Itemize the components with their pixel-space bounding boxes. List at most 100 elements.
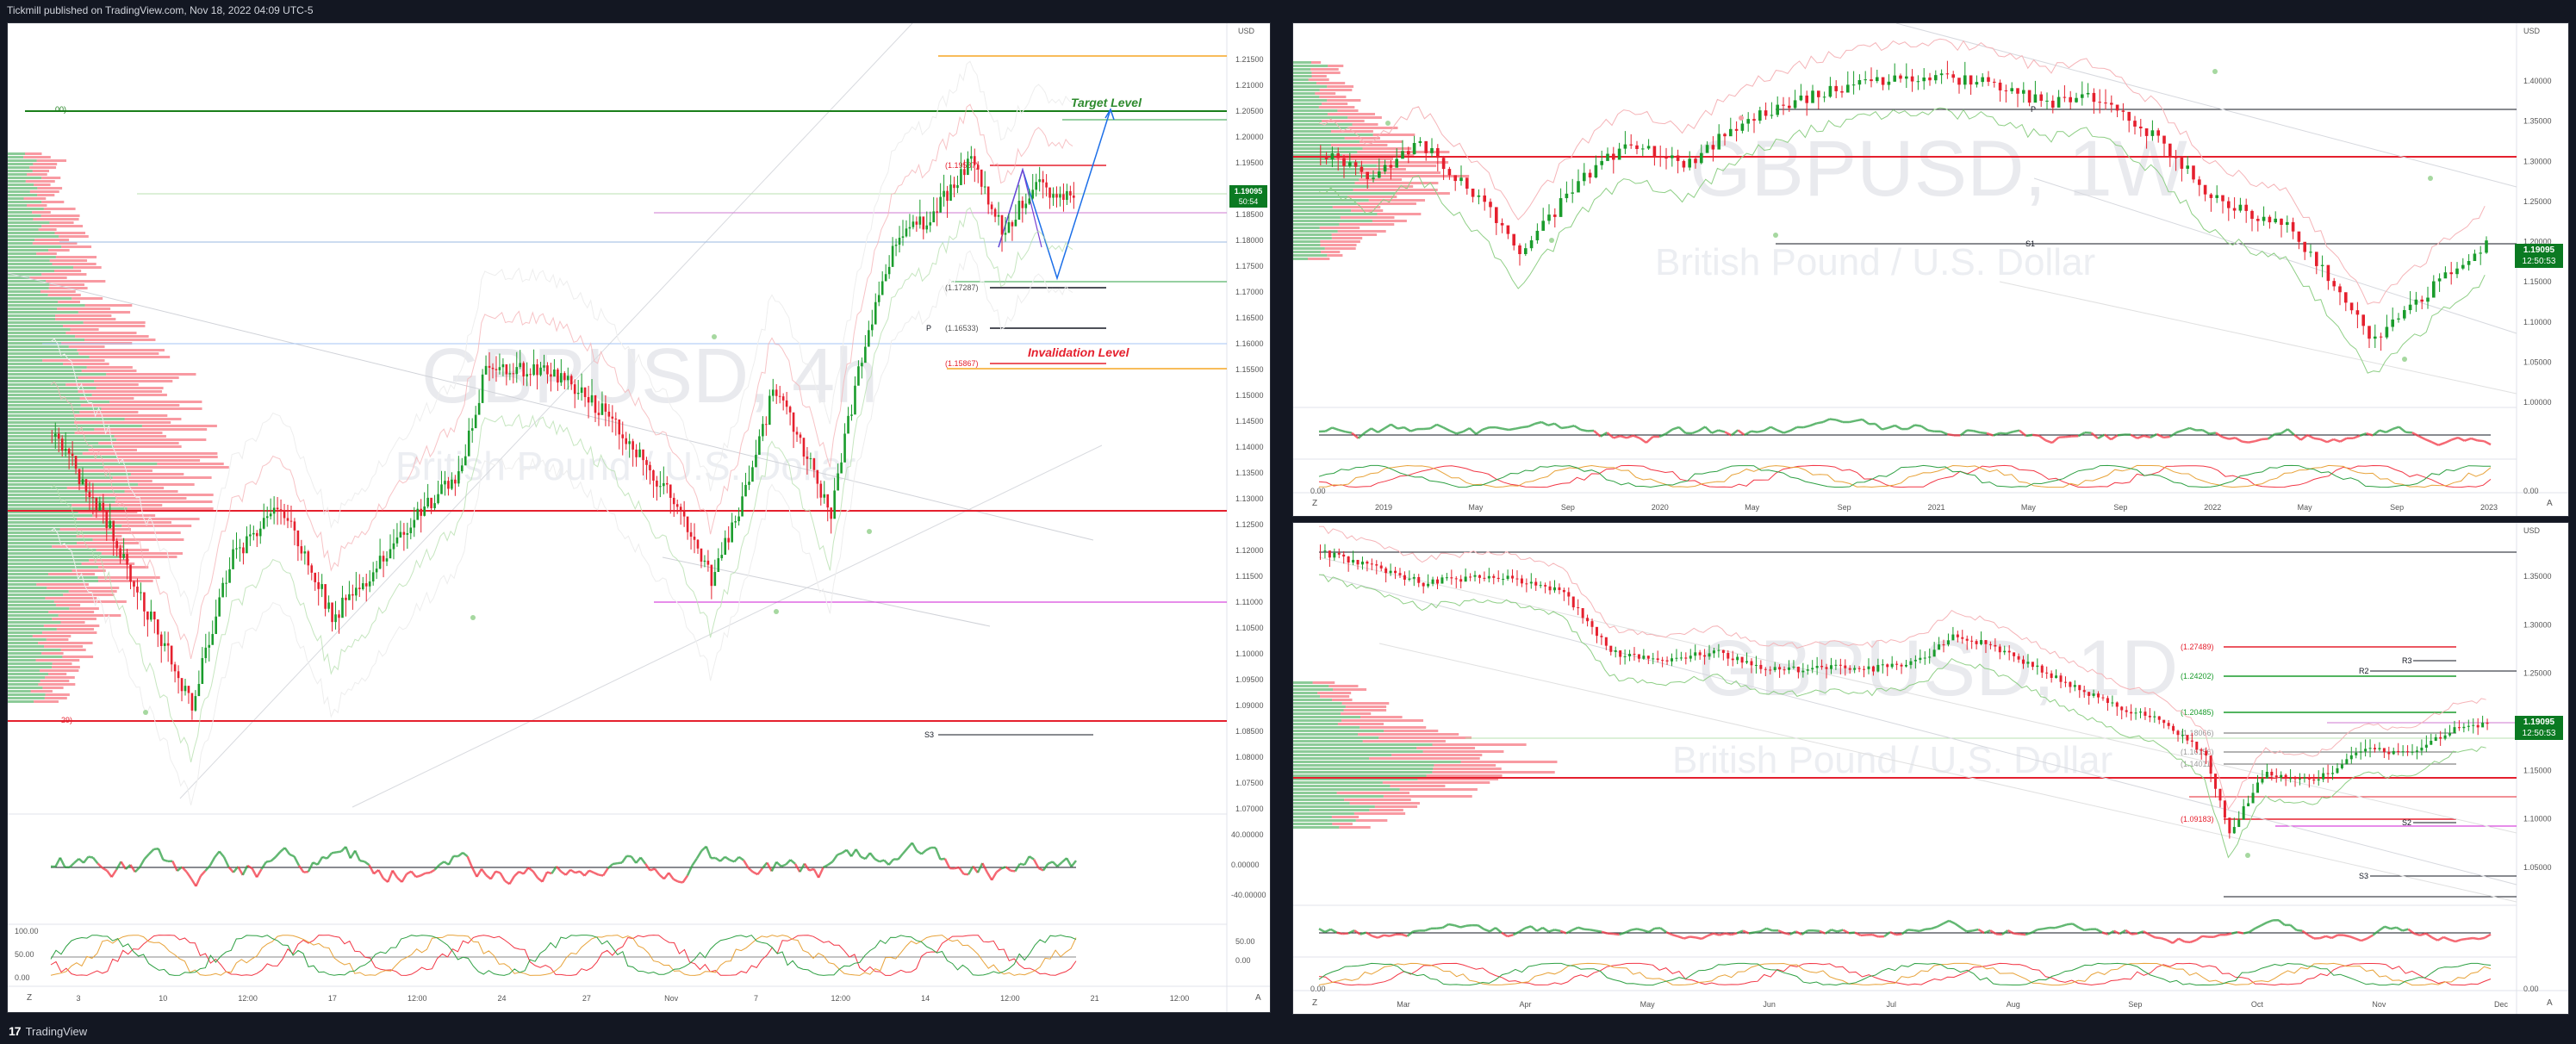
volume-profile-bar-sell [1369, 809, 1403, 811]
candle [1577, 181, 1580, 193]
volume-profile-bar-sell [1331, 130, 1373, 133]
oscillator-line [1759, 927, 1767, 933]
swing-dot [712, 334, 717, 339]
candle [536, 364, 538, 376]
oscillator-line [1737, 429, 1745, 437]
volume-profile-bar-buy [1293, 247, 1325, 250]
candle [2130, 712, 2133, 714]
oscillator-line [1606, 432, 1615, 439]
oscillator-line [1777, 929, 1785, 935]
oscillator-line [2366, 934, 2374, 940]
candle [546, 365, 549, 375]
candle [150, 611, 152, 620]
candle [597, 413, 600, 415]
oscillator-line [1927, 429, 1935, 433]
candle [1629, 144, 1633, 146]
chart-panel-4h[interactable]: GBPUSD, 4h British Pound / U.S. Dollar 00)… [7, 22, 1271, 1013]
oscillator-line [1948, 919, 1956, 925]
oscillator-line [2325, 935, 2332, 940]
price-axis-label: 1.11000 [1235, 598, 1263, 606]
volume-profile-bar-buy [1293, 127, 1349, 129]
volume-profile-bar-sell [40, 214, 80, 217]
oscillator-line [1559, 929, 1567, 935]
candle [799, 434, 802, 438]
auto-scale-button[interactable]: A [2547, 998, 2553, 1008]
volume-profile-bar-sell [36, 252, 57, 255]
volume-profile-bar-sell [25, 180, 55, 183]
oscillator-line [729, 859, 735, 863]
oscillator-line [2213, 934, 2221, 938]
candle [1956, 634, 1959, 637]
target-level-label: Target Level [1071, 96, 1142, 109]
oscillator-line [139, 858, 146, 868]
scale-button-z[interactable]: Z [27, 993, 33, 1003]
candle [720, 555, 724, 559]
volume-profile-bar-sell [47, 673, 67, 675]
oscillator-line [289, 853, 296, 858]
candle [2045, 672, 2049, 674]
volume-profile-bar-buy [8, 700, 34, 703]
volume-profile-bar-buy [8, 321, 84, 324]
candle [2110, 103, 2113, 105]
candle [2485, 240, 2488, 253]
envelope-lower [1318, 107, 2486, 374]
volume-profile-bar-sell [1368, 199, 1426, 202]
candle [467, 430, 470, 457]
volume-profile-bar-buy [8, 463, 158, 465]
volume-profile-bar-buy [8, 190, 30, 193]
volume-profile-bar-sell [77, 349, 165, 351]
volume-profile-bar-sell [43, 208, 76, 210]
candle [1764, 110, 1768, 116]
oscillator-line [2131, 932, 2138, 935]
oscillator-line [1624, 929, 1632, 934]
candle [604, 403, 607, 412]
candle [2069, 681, 2072, 687]
oscillator-line [1776, 429, 1784, 434]
oscillator-line [2461, 937, 2467, 941]
volume-profile-bar-buy [8, 249, 49, 252]
chart-canvas-1d[interactable]: GBPUSD, 1DBritish Pound / U.S. Dollar(1.… [1293, 523, 2569, 1015]
volume-profile-bar-buy [8, 173, 28, 176]
volume-profile-bar-buy [8, 656, 63, 658]
pivot-label: P [926, 324, 931, 332]
currency-label: USD [2523, 27, 2541, 35]
candle [2232, 827, 2236, 834]
auto-scale-button[interactable]: A [2547, 499, 2553, 508]
candle [1811, 668, 1814, 670]
oscillator-line [1819, 929, 1826, 935]
volume-profile-bar-sell [1376, 165, 1437, 167]
oscillator-line [2231, 930, 2238, 935]
candle [1512, 233, 1515, 245]
volume-profile-bar-buy [8, 404, 81, 407]
candle [868, 330, 870, 347]
candle [2227, 201, 2231, 208]
volume-profile-bar-buy [1293, 196, 1348, 198]
time-axis-label: 12:00 [1170, 994, 1190, 1003]
volume-profile-bar-sell [82, 452, 218, 455]
oscillator-line [1986, 432, 1994, 437]
candle [983, 186, 986, 188]
candle [1389, 570, 1392, 574]
oscillator-line [1639, 437, 1647, 444]
candle [444, 481, 446, 485]
volume-profile-bar-sell [49, 259, 88, 262]
candle [755, 454, 757, 468]
envelope-outer [50, 60, 1073, 617]
scale-button-z[interactable]: Z [1312, 998, 1318, 1008]
oscillator-line [2072, 923, 2080, 929]
volume-profile-bar-buy [1293, 171, 1360, 174]
candle [1571, 192, 1574, 194]
candle [348, 593, 351, 600]
volume-profile-bar-sell [27, 173, 47, 176]
chart-panel-1d[interactable]: GBPUSD, 1DBritish Pound / U.S. Dollar(1.… [1292, 522, 2569, 1015]
envelope-outer [50, 250, 1073, 806]
oscillator-line [1442, 426, 1451, 432]
volume-profile-bar-buy [8, 387, 96, 389]
volume-profile-bar-buy [1293, 161, 1361, 164]
scale-button-z[interactable]: Z [1312, 499, 1318, 508]
chart-panel-1w[interactable]: GBPUSD, 1W British Pound / U.S. Dollar P S1… [1292, 22, 2569, 517]
auto-scale-button[interactable]: A [1255, 993, 1261, 1003]
volume-profile-bar-sell [76, 535, 122, 538]
